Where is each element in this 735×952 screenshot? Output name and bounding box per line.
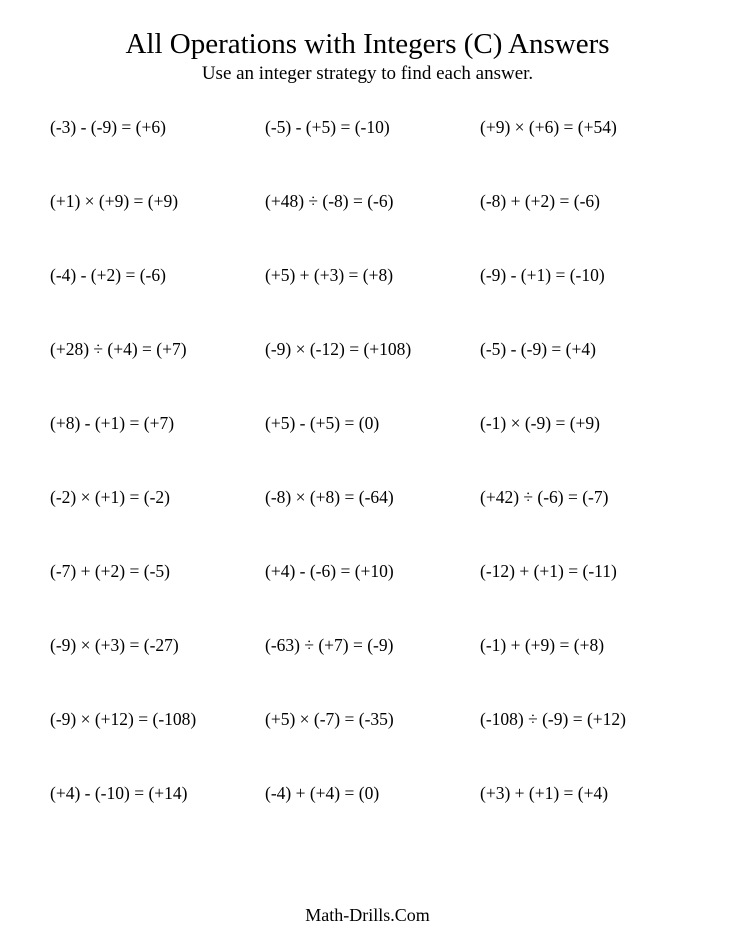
problem-cell: (+3) + (+1) = (+4) bbox=[480, 783, 685, 804]
problem-cell: (-4) - (+2) = (-6) bbox=[50, 265, 255, 286]
problem-cell: (-9) × (+3) = (-27) bbox=[50, 635, 255, 656]
problem-cell: (+4) - (-6) = (+10) bbox=[265, 561, 470, 582]
problems-grid: (-3) - (-9) = (+6) (-5) - (+5) = (-10) (+9… bbox=[50, 117, 685, 804]
problem-cell: (+28) ÷ (+4) = (+7) bbox=[50, 339, 255, 360]
problem-cell: (-8) + (+2) = (-6) bbox=[480, 191, 685, 212]
page-title: All Operations with Integers (C) Answers bbox=[50, 28, 685, 61]
problem-cell: (-5) - (+5) = (-10) bbox=[265, 117, 470, 138]
problem-cell: (+5) - (+5) = (0) bbox=[265, 413, 470, 434]
problem-cell: (-4) + (+4) = (0) bbox=[265, 783, 470, 804]
problem-cell: (-7) + (+2) = (-5) bbox=[50, 561, 255, 582]
problem-cell: (+42) ÷ (-6) = (-7) bbox=[480, 487, 685, 508]
problem-cell: (-9) × (+12) = (-108) bbox=[50, 709, 255, 730]
problem-cell: (-8) × (+8) = (-64) bbox=[265, 487, 470, 508]
problem-cell: (-108) ÷ (-9) = (+12) bbox=[480, 709, 685, 730]
problem-cell: (+5) × (-7) = (-35) bbox=[265, 709, 470, 730]
page-subtitle: Use an integer strategy to find each ans… bbox=[50, 63, 685, 85]
problem-cell: (+48) ÷ (-8) = (-6) bbox=[265, 191, 470, 212]
problem-cell: (-2) × (+1) = (-2) bbox=[50, 487, 255, 508]
problem-cell: (-1) × (-9) = (+9) bbox=[480, 413, 685, 434]
problem-cell: (-5) - (-9) = (+4) bbox=[480, 339, 685, 360]
problem-cell: (+9) × (+6) = (+54) bbox=[480, 117, 685, 138]
problem-cell: (-12) + (+1) = (-11) bbox=[480, 561, 685, 582]
footer-text: Math-Drills.Com bbox=[0, 905, 735, 926]
problem-cell: (-1) + (+9) = (+8) bbox=[480, 635, 685, 656]
problem-cell: (-9) × (-12) = (+108) bbox=[265, 339, 470, 360]
problem-cell: (+4) - (-10) = (+14) bbox=[50, 783, 255, 804]
problem-cell: (+1) × (+9) = (+9) bbox=[50, 191, 255, 212]
problem-cell: (-63) ÷ (+7) = (-9) bbox=[265, 635, 470, 656]
problem-cell: (+8) - (+1) = (+7) bbox=[50, 413, 255, 434]
problem-cell: (-9) - (+1) = (-10) bbox=[480, 265, 685, 286]
problem-cell: (-3) - (-9) = (+6) bbox=[50, 117, 255, 138]
problem-cell: (+5) + (+3) = (+8) bbox=[265, 265, 470, 286]
